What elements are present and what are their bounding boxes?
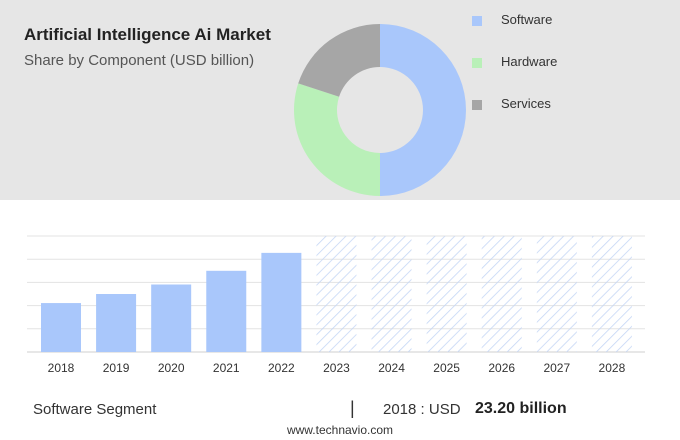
legend-swatch-services	[472, 100, 482, 110]
chart-subtitle: Share by Component (USD billion)	[24, 52, 255, 69]
forecast-bar-2028	[591, 236, 632, 352]
x-tick-label-2023: 2023	[323, 361, 350, 375]
x-tick-label-2025: 2025	[433, 361, 460, 375]
forecast-bar-2024	[371, 236, 412, 352]
x-tick-label-2028: 2028	[599, 361, 626, 375]
x-tick-label-2022: 2022	[268, 361, 295, 375]
base-year-label: 2018 : USD	[383, 401, 461, 418]
bar-2021	[206, 270, 247, 352]
x-tick-label-2027: 2027	[543, 361, 570, 375]
donut-slice-hardware	[294, 83, 380, 196]
source-link[interactable]: www.technavio.com	[286, 423, 394, 437]
footer-divider: |	[350, 398, 355, 418]
forecast-bar-2027	[536, 236, 577, 352]
bar-2020	[151, 284, 192, 352]
legend-swatch-software	[472, 16, 482, 26]
donut-slice-software	[380, 24, 466, 196]
x-tick-label-2020: 2020	[158, 361, 185, 375]
x-tick-label-2024: 2024	[378, 361, 405, 375]
forecast-bar-2026	[481, 236, 522, 352]
bar-2018	[41, 303, 81, 352]
forecast-bar-2025	[426, 236, 467, 352]
legend-label-hardware: Hardware	[501, 54, 558, 69]
bar-2019	[96, 294, 137, 352]
legend-label-software: Software	[501, 12, 553, 27]
x-tick-label-2026: 2026	[488, 361, 515, 375]
forecast-bar-2023	[316, 236, 357, 352]
x-tick-label-2018: 2018	[48, 361, 75, 375]
donut-chart	[294, 24, 466, 196]
donut-slice-services	[298, 24, 380, 97]
bar-2022	[261, 252, 302, 352]
x-tick-label-2019: 2019	[103, 361, 130, 375]
x-tick-label-2021: 2021	[213, 361, 240, 375]
chart-title: Artificial Intelligence Ai Market	[24, 25, 271, 44]
segment-label: Software Segment	[33, 401, 157, 418]
legend-swatch-hardware	[472, 58, 482, 68]
legend-label-services: Services	[501, 96, 551, 111]
bar-chart: 2018 2019 2020 2021 2022 2023 2024 2025 2026 2027…	[27, 235, 645, 375]
base-year-value: 23.20 billion	[475, 400, 567, 417]
